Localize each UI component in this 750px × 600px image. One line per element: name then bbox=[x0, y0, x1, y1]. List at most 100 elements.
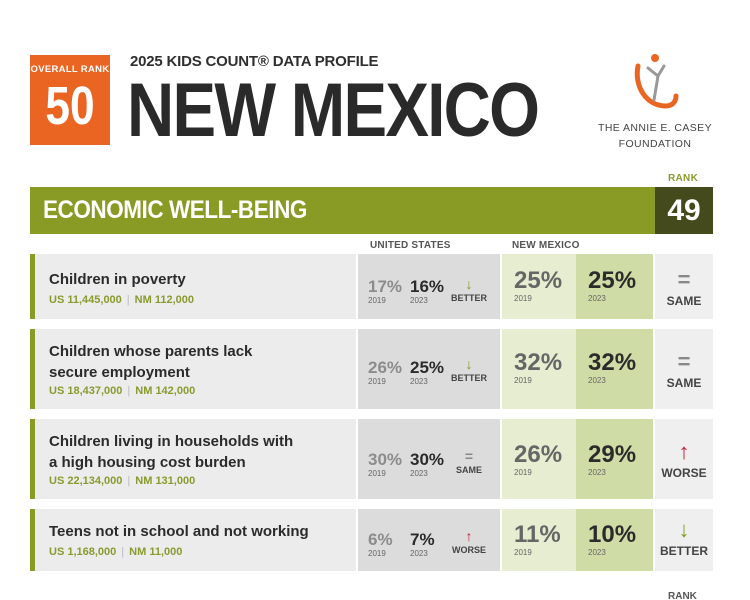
foundation-name-line2: FOUNDATION bbox=[618, 138, 692, 150]
row-accent bbox=[30, 419, 35, 499]
nm-value-2019-cell: 11% 2019 bbox=[502, 509, 576, 571]
nm-value-2019: 26% 2019 bbox=[514, 441, 563, 477]
nm-count-label: NM bbox=[135, 385, 153, 397]
us-value-2019: 6% 2019 bbox=[368, 530, 393, 558]
indicator-name: Children whose parents lack secure emplo… bbox=[49, 343, 253, 381]
section-rank-value: 49 bbox=[655, 187, 713, 234]
nm-trend: = SAME bbox=[655, 267, 713, 309]
up-arrow-icon: ↑ bbox=[465, 528, 473, 544]
nm-trend: ↑ WORSE bbox=[655, 439, 713, 481]
indicator-counts: US 18,437,000 | NM 142,000 bbox=[49, 385, 196, 397]
us-value-2019: 30% 2019 bbox=[368, 450, 403, 478]
down-arrow-icon: ↓ bbox=[678, 517, 690, 542]
us-values-cell: 30% 2019 30% 2023 = SAME bbox=[358, 419, 500, 499]
nm-count-label: NM bbox=[134, 294, 152, 306]
us-count-label: US bbox=[49, 385, 65, 397]
indicator-label-cell: Children living in households with a hig… bbox=[35, 419, 356, 499]
indicator-name: Children living in households with a hig… bbox=[49, 433, 294, 471]
us-count-label: US bbox=[49, 475, 65, 487]
us-values-cell: 26% 2019 25% 2023 ↓ BETTER bbox=[358, 329, 500, 409]
down-arrow-icon: ↓ bbox=[465, 276, 473, 292]
nm-value-2019: 25% 2019 bbox=[514, 267, 563, 303]
us-values-cell: 17% 2019 16% 2023 ↓ BETTER bbox=[358, 254, 500, 319]
equals-icon: = bbox=[464, 448, 474, 464]
nm-value-2023: 29% 2023 bbox=[588, 441, 637, 477]
indicator-label-cell: Children in poverty US 11,445,000 | NM 112… bbox=[35, 254, 356, 319]
indicator-row: Children in poverty US 11,445,000 | NM 112… bbox=[30, 254, 713, 319]
nm-value-2019-cell: 26% 2019 bbox=[502, 419, 576, 499]
nm-value-2023: 25% 2023 bbox=[588, 267, 637, 303]
indicator-label-cell: Children whose parents lack secure emplo… bbox=[35, 329, 356, 409]
up-arrow-icon: ↑ bbox=[678, 439, 690, 464]
nm-value-2023-cell: 25% 2023 bbox=[576, 254, 653, 319]
nm-trend-cell: = SAME bbox=[655, 329, 713, 409]
indicator-row: Children living in households with a hig… bbox=[30, 419, 713, 499]
row-accent bbox=[30, 329, 35, 409]
nm-value-2019-cell: 32% 2019 bbox=[502, 329, 576, 409]
indicator-row: Children whose parents lack secure emplo… bbox=[30, 329, 713, 409]
us-trend: ↑ WORSE bbox=[449, 528, 489, 555]
state-title: NEW MEXICO bbox=[127, 68, 540, 153]
nm-trend-cell: ↑ WORSE bbox=[655, 419, 713, 499]
overall-rank-badge: OVERALL RANK 50 bbox=[30, 55, 110, 145]
section-rank-label: RANK bbox=[668, 173, 699, 184]
row-accent bbox=[30, 509, 35, 571]
us-value-2023: 16% 2023 bbox=[410, 277, 445, 305]
foundation-name: THE ANNIE E. CASEY FOUNDATION bbox=[580, 120, 730, 152]
equals-icon: = bbox=[677, 349, 691, 374]
nm-count: 142,000 bbox=[155, 385, 196, 397]
indicator-counts: US 11,445,000 | NM 112,000 bbox=[49, 294, 194, 306]
us-values-cell: 6% 2019 7% 2023 ↑ WORSE bbox=[358, 509, 500, 571]
overall-rank-label: OVERALL RANK bbox=[30, 64, 110, 75]
equals-icon: = bbox=[677, 267, 691, 292]
us-trend: ↓ BETTER bbox=[451, 356, 487, 383]
us-count-label: US bbox=[49, 294, 65, 306]
nm-trend: ↓ BETTER bbox=[655, 517, 713, 559]
nm-value-2019: 11% 2019 bbox=[514, 521, 561, 557]
nm-trend: = SAME bbox=[655, 349, 713, 391]
nm-value-2023-cell: 32% 2023 bbox=[576, 329, 653, 409]
nm-count: 131,000 bbox=[155, 475, 196, 487]
us-count: 1,168,000 bbox=[67, 546, 117, 558]
us-value-2023: 25% 2023 bbox=[410, 358, 445, 386]
next-section-rank-label: RANK bbox=[668, 591, 697, 600]
nm-value-2019-cell: 25% 2019 bbox=[502, 254, 576, 319]
nm-value-2023-cell: 10% 2023 bbox=[576, 509, 653, 571]
section-title: ECONOMIC WELL-BEING bbox=[43, 196, 307, 224]
down-arrow-icon: ↓ bbox=[465, 356, 473, 372]
us-count: 11,445,000 bbox=[67, 294, 122, 306]
us-value-2023: 7% 2023 bbox=[410, 530, 435, 558]
section-header: ECONOMIC WELL-BEING bbox=[30, 187, 655, 234]
column-header-state: NEW MEXICO bbox=[512, 240, 580, 251]
profile-kicker: 2025 KIDS COUNT® DATA PROFILE bbox=[130, 53, 379, 70]
us-count: 18,437,000 bbox=[67, 385, 123, 397]
us-value-2019: 17% 2019 bbox=[368, 277, 403, 305]
us-value-2023: 30% 2023 bbox=[410, 450, 445, 478]
indicator-row: Teens not in school and not working US 1… bbox=[30, 509, 713, 571]
nm-count-label: NM bbox=[129, 546, 147, 558]
overall-rank-value: 50 bbox=[45, 76, 95, 136]
us-trend: ↓ BETTER bbox=[451, 276, 487, 303]
figure-logo-icon bbox=[634, 54, 679, 109]
row-accent bbox=[30, 254, 35, 319]
nm-value-2019: 32% 2019 bbox=[514, 349, 563, 385]
nm-trend-cell: ↓ BETTER bbox=[655, 509, 713, 571]
indicator-counts: US 22,134,000 | NM 131,000 bbox=[49, 475, 196, 487]
nm-count: 112,000 bbox=[154, 294, 194, 306]
indicator-name: Children in poverty bbox=[49, 271, 186, 288]
indicator-name: Teens not in school and not working bbox=[49, 523, 309, 540]
foundation-name-line1: THE ANNIE E. CASEY bbox=[598, 122, 712, 134]
nm-value-2023: 10% 2023 bbox=[588, 521, 637, 557]
nm-value-2023-cell: 29% 2023 bbox=[576, 419, 653, 499]
column-header-us: UNITED STATES bbox=[370, 240, 451, 251]
us-count: 22,134,000 bbox=[67, 475, 123, 487]
nm-trend-cell: = SAME bbox=[655, 254, 713, 319]
nm-count: 11,000 bbox=[149, 546, 183, 558]
us-value-2019: 26% 2019 bbox=[368, 358, 403, 386]
indicator-counts: US 1,168,000 | NM 11,000 bbox=[49, 546, 183, 558]
nm-value-2023: 32% 2023 bbox=[588, 349, 637, 385]
us-trend: = SAME bbox=[449, 448, 489, 475]
us-count-label: US bbox=[49, 546, 65, 558]
nm-count-label: NM bbox=[135, 475, 153, 487]
indicator-label-cell: Teens not in school and not working US 1… bbox=[35, 509, 356, 571]
